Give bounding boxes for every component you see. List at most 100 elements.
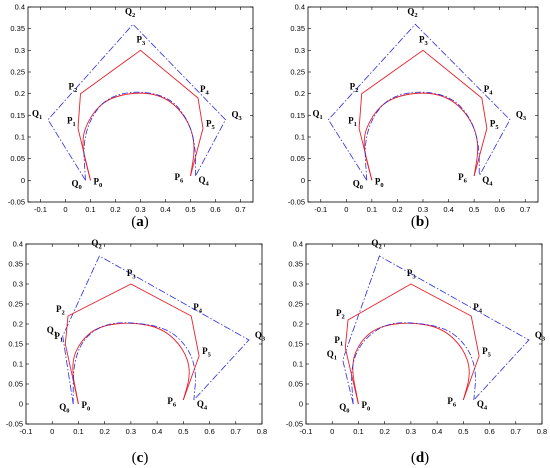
y-tick-label: 0.35 <box>290 24 305 33</box>
y-tick-label: 0.1 <box>13 360 23 369</box>
x-tick-label: 0.2 <box>110 205 120 214</box>
p-label: P0 <box>375 176 384 189</box>
panel-caption: (b) <box>411 214 429 230</box>
x-tick-label: 0 <box>344 205 348 214</box>
y-tick-label: 0.25 <box>288 300 303 309</box>
p-label: P2 <box>350 82 359 95</box>
p-label: P5 <box>202 346 212 359</box>
x-tick-label: 0.8 <box>537 427 547 436</box>
p-label: P2 <box>69 82 78 95</box>
q-label: Q2 <box>407 6 417 18</box>
x-tick-label: -0.1 <box>300 427 313 436</box>
x-tick-label: 0.5 <box>185 205 195 214</box>
p-label: P0 <box>81 400 90 413</box>
blue-curve <box>83 91 196 181</box>
y-tick-label: 0.4 <box>295 3 305 12</box>
y-tick-label: -0.05 <box>6 420 23 429</box>
x-tick-label: 0.6 <box>204 427 214 436</box>
x-tick-label: -0.1 <box>34 205 47 214</box>
p-label: P5 <box>482 346 492 359</box>
p-label: P3 <box>407 268 417 281</box>
x-tick-label: 0.5 <box>178 427 188 436</box>
plot-frame <box>27 6 254 203</box>
x-tick-label: 0.5 <box>458 427 468 436</box>
panel-d: -0.1 0 0.1 0.2 0.3 0.4 0.5 0.6 0.7 0.8 -0.05 0 0.05 0… <box>286 238 547 466</box>
p-label: P3 <box>137 34 147 47</box>
y-tick-label: 0.15 <box>8 340 23 349</box>
q-label: Q2 <box>125 6 135 18</box>
p-control-polygon <box>358 49 488 181</box>
p-label: P5 <box>206 118 216 131</box>
x-tick-label: 0.2 <box>392 205 402 214</box>
x-tick-label: 0.3 <box>135 205 145 214</box>
panel-caption: (a) <box>131 214 149 230</box>
y-tick-label: 0.3 <box>293 280 303 289</box>
q-label: Q0 <box>353 178 363 191</box>
q-label: Q0 <box>72 178 82 191</box>
p-label: P5 <box>490 118 500 131</box>
x-tick-label: 0.7 <box>511 427 521 436</box>
p-label: P2 <box>336 308 345 321</box>
p-label: P1 <box>54 331 63 344</box>
x-tick-label: 0.1 <box>85 205 95 214</box>
p-label: P1 <box>334 335 343 348</box>
p-label: P4 <box>473 302 483 315</box>
y-tick-label: 0.35 <box>10 24 25 33</box>
q-label: Q1 <box>32 109 42 122</box>
p-control-polygon <box>344 283 480 405</box>
q-label: Q1 <box>47 325 57 338</box>
blue-curve <box>72 322 196 405</box>
x-tick-label: 0.4 <box>152 427 162 436</box>
y-tick-label: 0.1 <box>293 360 303 369</box>
x-tick-label: 0 <box>50 427 54 436</box>
y-tick-label: 0.4 <box>15 3 25 12</box>
p-label: P6 <box>458 172 468 185</box>
y-tick-label: 0.15 <box>10 111 25 120</box>
y-tick-label: 0 <box>19 400 23 409</box>
y-tick-label: 0.15 <box>290 111 305 120</box>
q-label: Q3 <box>535 330 546 343</box>
x-tick-label: 0.1 <box>73 427 83 436</box>
x-tick-label: 0 <box>330 427 334 436</box>
y-tick-label: 0 <box>21 176 25 185</box>
p-label: P2 <box>56 304 65 317</box>
x-tick-label: 0.6 <box>484 427 494 436</box>
y-tick-label: 0.05 <box>288 380 303 389</box>
y-tick-label: 0.3 <box>295 46 305 55</box>
x-tick-label: 0.4 <box>443 205 453 214</box>
q-control-polygon <box>342 255 530 405</box>
x-tick-label: 0.5 <box>469 205 479 214</box>
y-tick-label: 0.35 <box>288 260 303 269</box>
panel-caption: (d) <box>411 450 429 466</box>
y-tick-label: -0.05 <box>288 198 305 207</box>
x-tick-label: 0.3 <box>418 205 428 214</box>
p-label: P4 <box>200 84 210 97</box>
p-label: P6 <box>175 172 185 185</box>
p-label: P1 <box>67 115 76 128</box>
y-tick-label: 0.2 <box>13 320 23 329</box>
y-tick-label: 0.05 <box>8 380 23 389</box>
y-tick-label: 0.1 <box>15 133 25 142</box>
y-tick-label: 0.2 <box>15 89 25 98</box>
x-tick-label: 0.2 <box>379 427 389 436</box>
panel-b: -0.1 0 0.1 0.2 0.3 0.4 0.5 0.6 0.7 -0.05 0 0.05 0.1 0… <box>288 3 539 230</box>
q-label: Q2 <box>371 238 381 251</box>
p-control-polygon <box>64 283 200 405</box>
x-tick-label: 0.6 <box>494 205 504 214</box>
x-tick-label: 0.1 <box>367 205 377 214</box>
y-tick-label: -0.05 <box>8 198 25 207</box>
blue-curve <box>351 322 476 405</box>
plot-frame <box>25 243 263 425</box>
x-tick-label: 0.6 <box>210 205 220 214</box>
p-label: P6 <box>447 396 457 409</box>
q-label: Q3 <box>232 110 243 123</box>
y-tick-label: -0.05 <box>286 420 303 429</box>
x-tick-label: 0.4 <box>160 205 170 214</box>
y-tick-label: 0.25 <box>290 68 305 77</box>
x-tick-label: -0.1 <box>314 205 327 214</box>
q-label: Q4 <box>477 399 488 412</box>
panel-caption: (c) <box>132 450 149 466</box>
x-tick-label: 0.3 <box>406 427 416 436</box>
q-label: Q4 <box>482 175 493 188</box>
